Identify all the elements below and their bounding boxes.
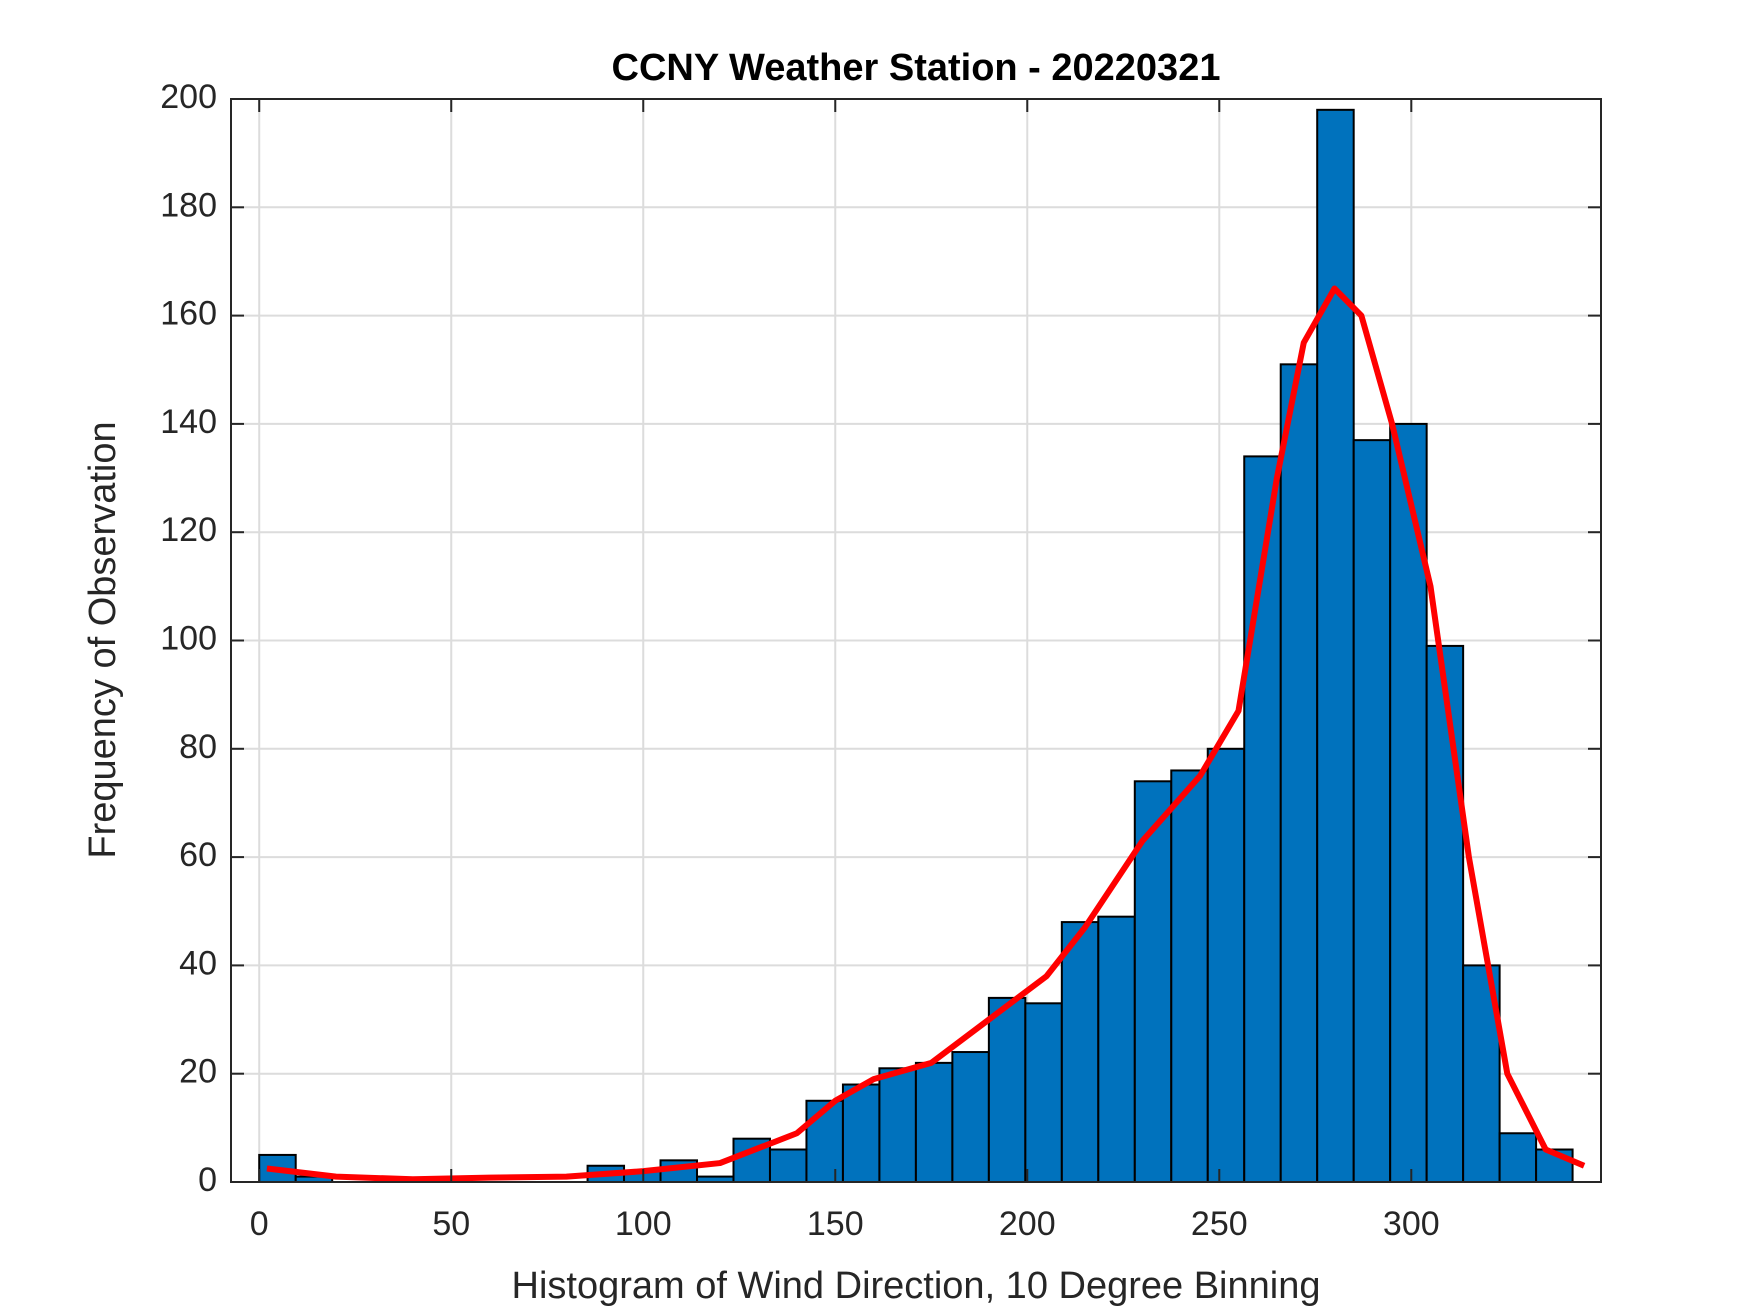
y-tick-label: 20 [179,1053,217,1091]
bar [1316,108,1355,1184]
x-tick-label: 0 [250,1205,269,1243]
x-tick-label: 50 [432,1205,470,1243]
bar [768,1148,808,1184]
y-tick-label: 40 [179,944,217,982]
y-tick-label: 160 [160,295,217,333]
x-tick-label: 300 [1383,1205,1440,1243]
bar [914,1061,954,1183]
y-axis-label: Frequency of Observation [82,421,124,858]
bar [951,1051,990,1184]
bar [1060,921,1100,1184]
y-tick-label: 120 [160,511,217,549]
x-tick-label: 150 [807,1205,864,1243]
axes-box [230,98,1602,1183]
y-tick-label: 200 [160,78,217,116]
y-tick-label: 0 [198,1161,217,1199]
y-tick-label: 140 [160,403,217,441]
x-axis-label: Histogram of Wind Direction, 10 Degree B… [512,1265,1321,1307]
bar [1024,1002,1063,1183]
x-tick-label: 200 [999,1205,1056,1243]
fit-line [266,285,1586,1183]
y-tick-label: 180 [160,186,217,224]
bar [878,1067,917,1184]
y-tick-label: 100 [160,619,217,657]
bar [1206,747,1246,1183]
bar [1425,644,1465,1183]
x-tick-label: 100 [615,1205,672,1243]
x-tick-label: 250 [1191,1205,1248,1243]
y-tick-label: 60 [179,836,217,874]
bar [1498,1132,1538,1184]
bar [1279,363,1319,1183]
bar [1170,769,1209,1184]
chart-title: CCNY Weather Station - 20220321 [612,47,1221,89]
y-tick-label: 80 [179,728,217,766]
bar [841,1083,881,1184]
bar [1352,439,1392,1183]
bar [1097,915,1136,1183]
bar [987,996,1027,1184]
